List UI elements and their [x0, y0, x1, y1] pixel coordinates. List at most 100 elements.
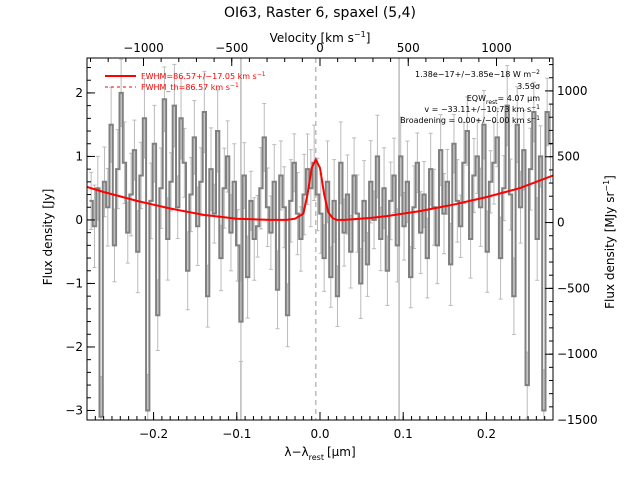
data-point — [493, 161, 495, 164]
y-tick-label: 2 — [75, 86, 83, 100]
data-point — [486, 250, 489, 253]
data-point — [449, 263, 452, 266]
data-point — [489, 181, 492, 183]
data-point — [286, 314, 289, 317]
data-point — [463, 161, 465, 164]
data-point — [156, 314, 159, 317]
data-point — [236, 244, 239, 247]
data-point — [136, 250, 139, 253]
data-point — [473, 174, 475, 177]
data-point — [253, 238, 256, 240]
data-point — [126, 231, 129, 234]
data-point — [206, 295, 209, 297]
data-point — [359, 282, 362, 285]
data-point — [173, 104, 176, 107]
data-point — [186, 269, 189, 272]
data-point — [409, 276, 412, 278]
y-tick-label: 0 — [75, 213, 83, 227]
top-tick-label: −1000 — [123, 41, 164, 55]
x-tick-label: 0.2 — [477, 427, 496, 441]
data-point — [283, 206, 286, 209]
data-point — [290, 200, 292, 202]
data-point — [123, 161, 126, 164]
data-point — [183, 161, 186, 164]
data-point — [233, 181, 236, 183]
x-axis-label: λ−λrest [μm] — [284, 445, 355, 462]
data-point — [466, 130, 469, 132]
data-point — [90, 200, 92, 202]
data-point — [513, 295, 515, 297]
data-point — [479, 206, 482, 209]
data-point — [320, 212, 322, 215]
data-point — [346, 193, 349, 196]
data-point — [200, 181, 202, 183]
series-data-steps — [89, 91, 553, 418]
y-tick-label: −1 — [65, 276, 83, 290]
data-point — [113, 244, 116, 247]
annotation-significance: 3.59σ — [517, 82, 540, 91]
data-point — [416, 161, 419, 164]
data-point — [230, 231, 232, 234]
data-point — [116, 168, 119, 170]
data-point — [343, 231, 345, 234]
series-fit-line — [86, 157, 554, 221]
data-point — [196, 225, 199, 228]
data-point — [503, 187, 505, 189]
data-point — [240, 320, 242, 323]
data-point — [146, 409, 149, 412]
data-point — [453, 142, 455, 145]
data-point — [526, 384, 529, 386]
data-point — [97, 187, 99, 189]
data-point — [406, 181, 409, 183]
y-tick-label: 1 — [75, 149, 83, 163]
y-tick-label: −3 — [65, 403, 83, 417]
right-tick-label: −500 — [557, 281, 590, 295]
x-tick-label: −0.2 — [139, 427, 168, 441]
data-point — [469, 238, 472, 240]
data-point — [383, 187, 385, 189]
data-point — [140, 174, 142, 177]
data-point — [213, 212, 216, 215]
data-point — [220, 257, 222, 259]
data-point — [423, 193, 425, 196]
data-point — [376, 155, 379, 158]
plot-area: −0.2 −0.1 0.0 0.1 0.2 −3 −2 −1 0 1 2 −1000 −500 0 500 1… — [65, 41, 597, 441]
data-point — [246, 276, 249, 278]
data-point — [103, 181, 106, 183]
y-tick-label: −2 — [65, 340, 83, 354]
data-point — [353, 174, 355, 177]
data-point — [273, 181, 276, 183]
data-point — [223, 187, 226, 189]
top-tick-label: 0 — [316, 41, 324, 55]
data-point — [316, 193, 319, 196]
annotation-flux: 1.38e−17+/−3.85e−18 W m−2 — [415, 69, 540, 79]
data-point — [323, 257, 325, 259]
data-point — [166, 238, 169, 240]
chart-title: OI63, Raster 6, spaxel (5,4) — [224, 5, 416, 21]
data-point — [133, 149, 136, 151]
top-tick-label: 1000 — [481, 41, 512, 55]
data-point — [399, 155, 402, 158]
data-point — [496, 136, 499, 139]
data-point — [506, 104, 509, 107]
right-tick-label: −1500 — [557, 413, 598, 427]
data-point — [539, 155, 542, 158]
data-point — [226, 155, 229, 158]
data-point — [333, 200, 335, 202]
data-point — [163, 98, 166, 101]
annotation-broadening: Broadening = 0.00+/−0.00 km s−1 — [400, 115, 540, 125]
data-point — [516, 123, 519, 126]
data-point — [373, 219, 375, 221]
data-point — [349, 250, 352, 253]
data-point — [270, 231, 272, 234]
data-point — [546, 111, 548, 113]
data-point — [150, 200, 152, 202]
data-point — [369, 181, 372, 183]
data-point — [160, 187, 162, 189]
data-point — [436, 244, 439, 247]
data-point — [386, 269, 389, 272]
data-point — [366, 263, 369, 266]
data-point — [293, 161, 296, 164]
data-point — [306, 168, 309, 170]
top-tick-label: −500 — [215, 41, 248, 55]
